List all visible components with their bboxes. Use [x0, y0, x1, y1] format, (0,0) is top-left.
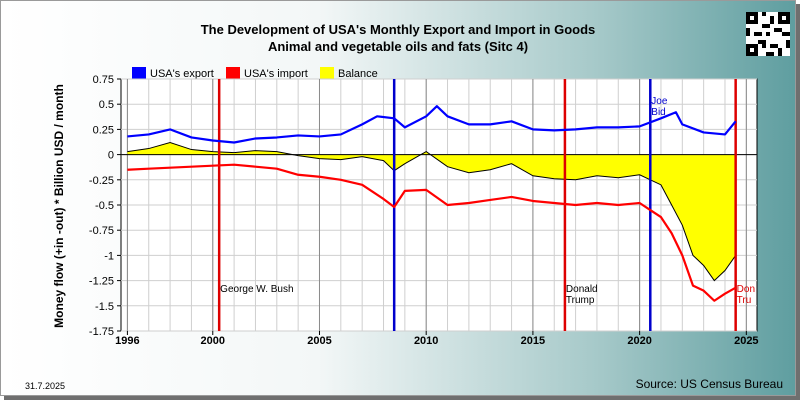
- event-label: Bid: [651, 107, 665, 118]
- legend-swatch-balance: [320, 67, 334, 79]
- x-tick-label: 2025: [734, 335, 758, 347]
- chart-title: The Development of USA's Monthly Export …: [200, 22, 596, 37]
- chart-subtitle: Animal and vegetable oils and fats (Sitc…: [267, 39, 529, 54]
- event-label: Tru: [737, 295, 752, 306]
- event-label: Joe: [651, 96, 668, 107]
- y-tick-label: -1.25: [89, 276, 114, 288]
- import-line: [127, 163, 737, 302]
- y-tick-label: -0.75: [89, 225, 114, 237]
- event-label: Donald: [566, 284, 598, 295]
- y-tick-label: 0.5: [99, 99, 114, 111]
- legend-label-balance: Balance: [338, 68, 378, 80]
- x-tick-label: 2015: [521, 335, 545, 347]
- x-tick-label: 2005: [307, 335, 331, 347]
- source-note: Source: US Census Bureau: [635, 377, 783, 391]
- export-line: [127, 105, 737, 144]
- qr-code-icon: [746, 12, 790, 56]
- x-tick-label: 2000: [201, 335, 225, 347]
- legend-swatch-import: [226, 67, 240, 79]
- event-label: Don: [737, 284, 755, 295]
- legend-label-import: USA's import: [244, 68, 308, 80]
- event-label: Trump: [566, 295, 595, 306]
- legend-swatch-export: [132, 67, 146, 79]
- legend-item-export: USA's export: [132, 67, 214, 80]
- legend-item-import: USA's import: [226, 67, 308, 80]
- x-tick-label: 2010: [414, 335, 438, 347]
- y-tick-label: -1.5: [95, 301, 114, 313]
- x-tick-label: 2020: [627, 335, 651, 347]
- y-tick-label: 0: [108, 150, 114, 162]
- legend-label-export: USA's export: [150, 68, 214, 80]
- legend-item-balance: Balance: [320, 67, 378, 80]
- y-tick-label: -0.5: [95, 200, 114, 212]
- y-tick-label: -1.75: [89, 326, 114, 338]
- event-label: George W. Bush: [220, 284, 293, 295]
- y-tick-label: -1: [104, 250, 114, 262]
- y-tick-label: 0.25: [93, 124, 114, 136]
- x-tick-label: 1996: [115, 335, 139, 347]
- y-tick-label: 0.75: [93, 74, 114, 86]
- balance-area: [127, 142, 736, 281]
- balance-line: [127, 141, 737, 282]
- y-tick-label: -0.25: [89, 175, 114, 187]
- date-stamp: 31.7.2025: [25, 381, 66, 391]
